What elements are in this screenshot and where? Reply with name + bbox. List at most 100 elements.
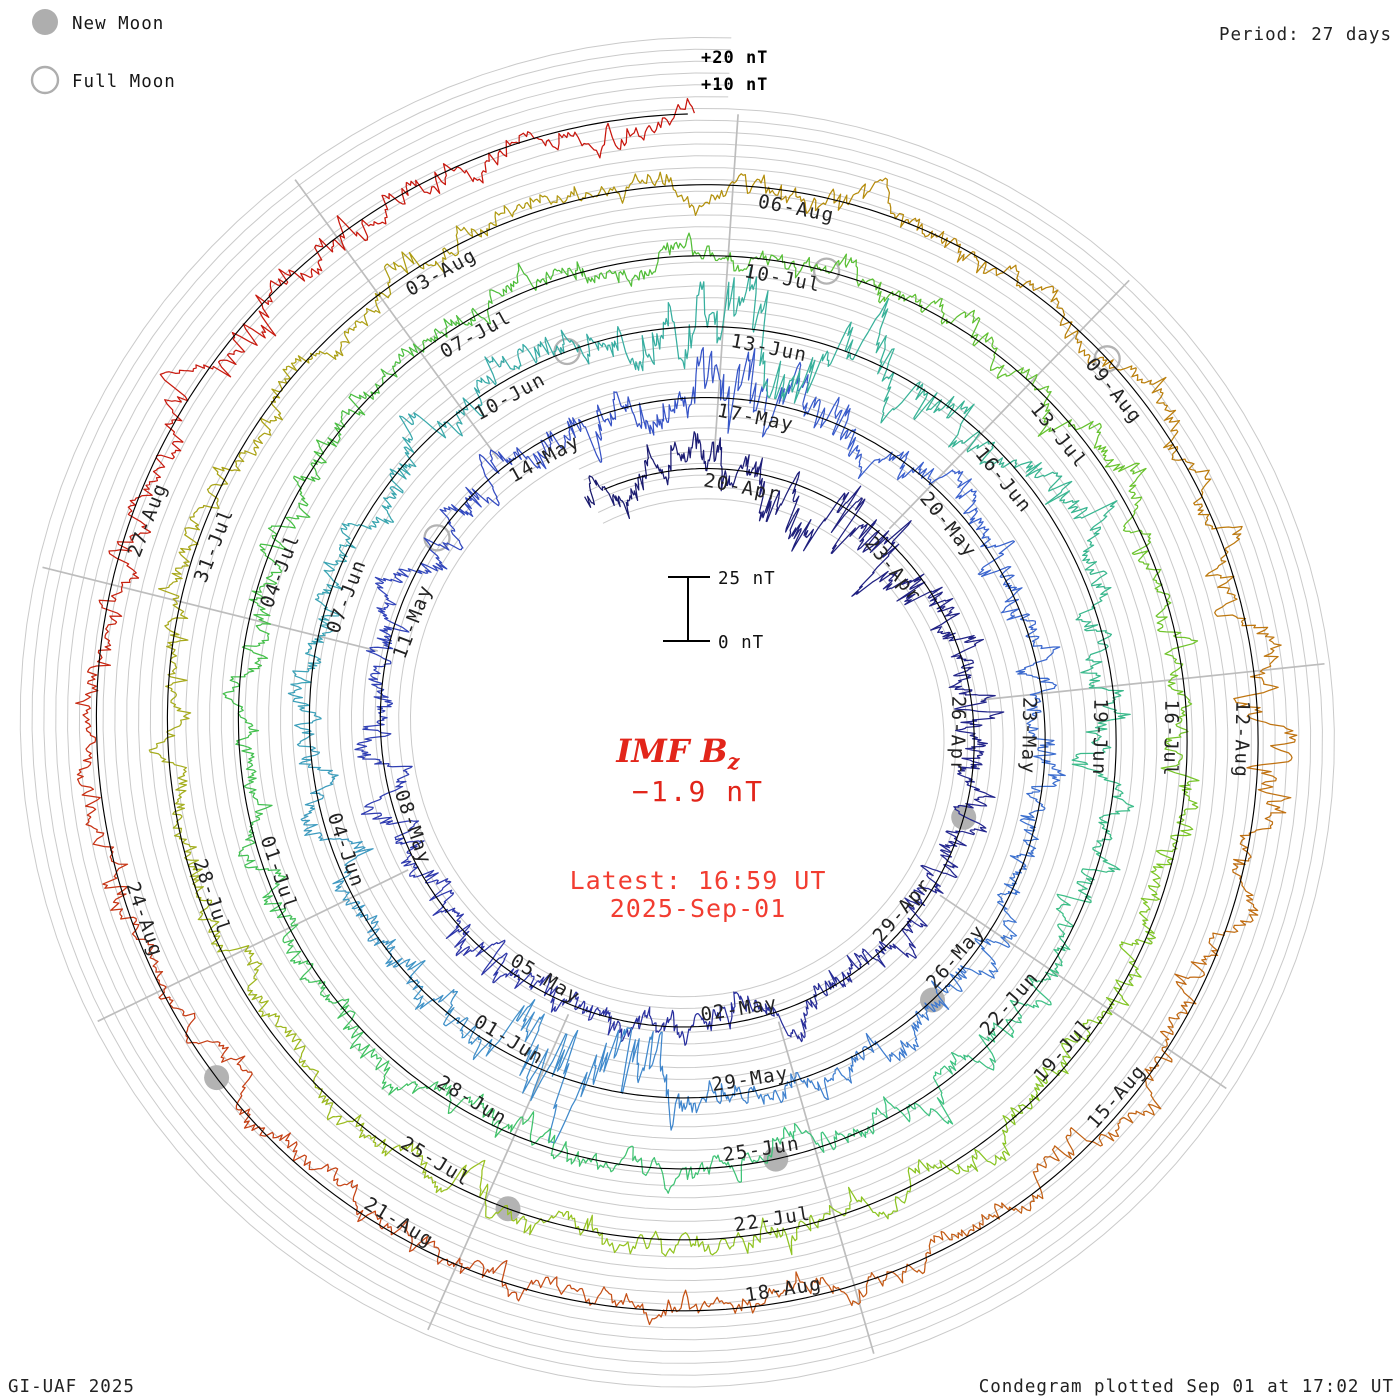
bz-trace-segment bbox=[963, 507, 990, 536]
bz-trace-segment bbox=[501, 343, 541, 371]
bz-trace-segment bbox=[244, 855, 287, 885]
bz-trace-segment bbox=[303, 777, 336, 817]
bz-trace-segment bbox=[894, 1159, 921, 1212]
ring-date-label: 13-Jul bbox=[1026, 398, 1092, 472]
date-spoke-line bbox=[427, 1013, 570, 1331]
bz-trace-segment bbox=[663, 1009, 690, 1046]
bz-trace-segment bbox=[1033, 385, 1052, 430]
zero-baseline-layer bbox=[95, 113, 1259, 1312]
bz-trace-segment bbox=[243, 1120, 292, 1149]
grid-spiral-line bbox=[31, 48, 1323, 1376]
latest-date-line: 2025-Sep-01 bbox=[610, 894, 787, 923]
bz-trace-segment bbox=[901, 904, 928, 938]
bz-trace-segment bbox=[491, 1111, 535, 1138]
bz-trace-segment bbox=[468, 205, 509, 238]
bz-trace-segment bbox=[1080, 663, 1124, 697]
bz-trace-segment bbox=[850, 1032, 884, 1063]
bz-trace-segment bbox=[476, 355, 505, 386]
bz-trace-segment bbox=[381, 1081, 428, 1096]
bz-trace-segment bbox=[291, 1038, 320, 1079]
bz-trace-segment bbox=[1053, 924, 1071, 967]
bz-trace-segment bbox=[784, 471, 801, 540]
bz-trace-segment bbox=[259, 525, 290, 561]
bz-trace-segment bbox=[920, 864, 944, 894]
grid-spiral-line bbox=[173, 190, 1181, 1234]
bz-trace-segment bbox=[1155, 821, 1194, 862]
bz-trace-segment bbox=[434, 225, 470, 274]
bz-trace-segment bbox=[416, 869, 452, 897]
bz-trace-segment bbox=[479, 449, 517, 474]
bz-trace-segment bbox=[996, 890, 1018, 923]
bz-trace-segment bbox=[857, 519, 890, 554]
bz-trace-segment bbox=[882, 1040, 917, 1063]
bz-trace-segment bbox=[164, 601, 189, 646]
bz-trace-segment bbox=[481, 939, 508, 983]
bz-trace-segment bbox=[953, 805, 988, 836]
bz-trace-segment bbox=[373, 625, 410, 650]
bz-trace-segment bbox=[247, 963, 269, 1012]
bz-trace-segment bbox=[1075, 591, 1109, 632]
bz-trace-segment bbox=[911, 1006, 930, 1048]
bz-trace-segment bbox=[394, 822, 425, 854]
bz-trace-segment bbox=[294, 718, 322, 751]
bz-trace-segment bbox=[1076, 868, 1109, 903]
bz-trace-segment bbox=[758, 482, 794, 523]
bz-trace-segment bbox=[880, 371, 924, 424]
bz-trace-segment bbox=[601, 122, 650, 150]
grid-spiral-layer bbox=[19, 37, 1335, 1388]
bz-trace-segment bbox=[332, 1167, 359, 1215]
bz-trace-segment bbox=[950, 644, 977, 675]
bz-trace-segment bbox=[665, 441, 687, 486]
ring-date-label: 01-Jul bbox=[256, 833, 302, 914]
bz-trace-segment bbox=[1239, 806, 1287, 850]
bz-trace-segment bbox=[1094, 694, 1131, 732]
bz-trace-segment bbox=[977, 566, 1015, 588]
ring-date-label: 19-Jun bbox=[1088, 698, 1111, 776]
bz-trace-segment bbox=[484, 1198, 525, 1225]
ring-date-label: 14-May bbox=[505, 430, 584, 487]
bz-trace-segment bbox=[529, 1115, 557, 1160]
bz-trace-segment bbox=[159, 371, 189, 443]
bz-trace-segment bbox=[235, 1064, 253, 1123]
bz-trace-segment bbox=[1119, 938, 1153, 980]
grid-spiral-line bbox=[55, 72, 1300, 1353]
bz-trace-segment bbox=[867, 278, 905, 304]
new-moon-icon bbox=[32, 9, 58, 35]
bz-trace-segment bbox=[905, 1231, 944, 1275]
bz-trace-segment bbox=[955, 715, 996, 741]
bz-trace-segment bbox=[980, 920, 1018, 948]
bz-trace-segment bbox=[749, 348, 769, 438]
bz-trace-segment bbox=[969, 1142, 1011, 1172]
bz-trace-segment bbox=[323, 560, 344, 594]
bz-trace-segment bbox=[406, 959, 426, 1010]
bz-trace-segment bbox=[769, 1073, 797, 1104]
bz-trace-segment bbox=[846, 952, 862, 983]
bz-trace-segment bbox=[552, 131, 604, 159]
period-label: Period: 27 days bbox=[1219, 25, 1392, 45]
ring-date-label: 16-Jun bbox=[970, 443, 1036, 517]
bz-trace-segment bbox=[359, 1044, 391, 1084]
bz-trace-segment bbox=[1246, 759, 1292, 809]
ring-date-label: 02-May bbox=[699, 992, 779, 1026]
bz-trace-segment bbox=[392, 343, 425, 371]
bz-trace-segment bbox=[376, 591, 407, 631]
ring-date-label: 20-Apr bbox=[702, 469, 782, 505]
grid-spiral-line bbox=[19, 37, 1335, 1388]
bz-trace-segment bbox=[906, 1097, 954, 1125]
bz-trace-segment bbox=[824, 969, 850, 990]
bz-trace-segment bbox=[1190, 935, 1219, 979]
bz-trace-segment bbox=[713, 252, 754, 272]
bz-trace-segment bbox=[165, 644, 188, 690]
bz-trace-segment bbox=[165, 354, 237, 378]
bz-trace-segment bbox=[678, 1089, 710, 1114]
bz-trace-segment bbox=[1098, 801, 1135, 836]
bz-trace-segment bbox=[1006, 613, 1038, 638]
bz-trace-segment bbox=[1147, 860, 1173, 901]
bz-trace-segment bbox=[936, 849, 959, 879]
bz-trace-segment bbox=[592, 1027, 632, 1085]
bz-trace-segment bbox=[646, 1230, 690, 1257]
bz-trace-segment bbox=[314, 591, 340, 626]
date-spoke-line bbox=[888, 279, 1130, 530]
bz-trace-segment bbox=[1033, 749, 1066, 782]
bz-trace-segment bbox=[847, 428, 862, 468]
